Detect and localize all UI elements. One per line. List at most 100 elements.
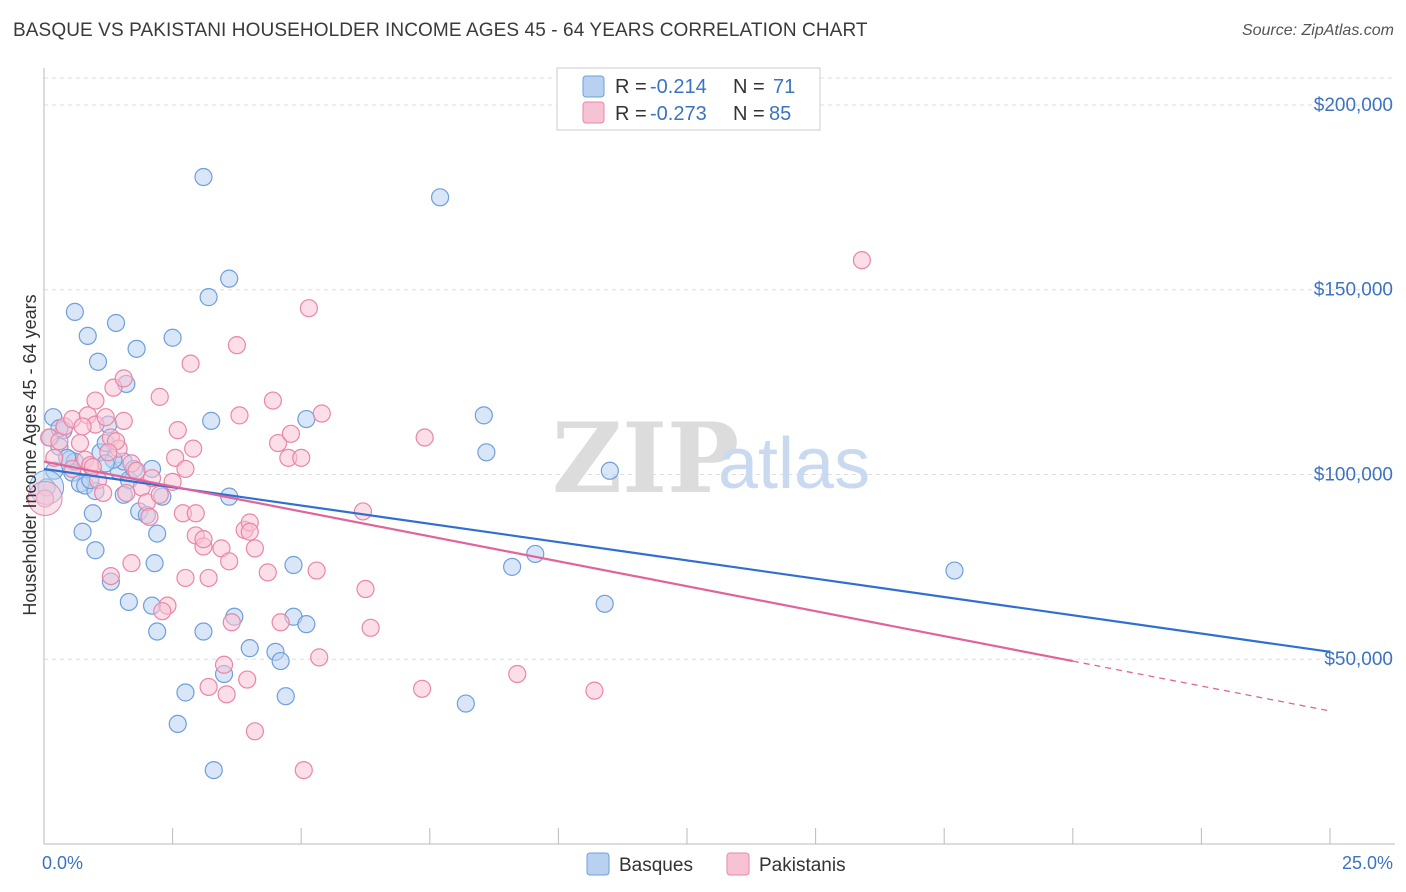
basque-point <box>119 592 138 612</box>
basque-point <box>477 443 496 462</box>
basque-point <box>194 622 213 641</box>
pakistani-point <box>176 568 195 588</box>
pakistani-point <box>281 424 301 443</box>
y-tick-label: $200,000 <box>1314 95 1393 116</box>
legend-r-value-1: -0.214 <box>650 76 707 98</box>
legend-swatch-basques <box>582 75 605 98</box>
pakistani-point <box>852 251 871 270</box>
pakistani-point <box>168 421 187 440</box>
pakistani-point <box>222 613 241 632</box>
bottom-legend-label-basques: Basques <box>619 855 693 876</box>
pakistani-point <box>508 664 527 684</box>
pakistani-point <box>153 602 172 621</box>
basque-point <box>600 461 619 480</box>
pakistani-point <box>114 369 133 388</box>
basque-point <box>204 760 223 780</box>
pakistani-point <box>150 485 169 504</box>
basque-point <box>202 411 221 430</box>
basque-point <box>503 557 522 576</box>
x-tick-label: 25.0% <box>1342 853 1393 873</box>
basque-point <box>276 687 295 706</box>
basque-point <box>595 594 614 613</box>
pakistani-point <box>181 354 200 373</box>
pakistanis-trend-line <box>43 460 1074 663</box>
y-axis-label: Householder Income Ages 45 - 64 years <box>20 294 40 615</box>
basque-point <box>78 326 97 346</box>
watermark-atlas: atlas <box>718 424 870 504</box>
basque-point <box>194 167 213 187</box>
basque-point <box>297 409 316 429</box>
basque-point <box>297 615 316 634</box>
legend-r-label-2: R = <box>615 103 647 125</box>
basque-point <box>430 188 450 207</box>
bottom-legend-swatch-pakistanis <box>726 852 750 876</box>
pakistani-point <box>227 336 246 355</box>
basque-point <box>106 313 126 333</box>
legend-n-label-1: N = <box>733 76 765 98</box>
pakistani-point <box>101 566 120 586</box>
legend-n-label-2: N = <box>733 103 765 125</box>
pakistani-point <box>96 408 115 427</box>
basque-point <box>176 683 195 702</box>
bottom-legend-swatch-basques <box>586 852 610 876</box>
pakistani-point <box>86 391 105 410</box>
basque-point <box>168 714 187 734</box>
y-tick-labels: $50,000 $100,000 $150,000 $200,000 <box>1314 95 1393 670</box>
pakistani-point <box>127 461 146 480</box>
pakistani-point <box>299 299 319 318</box>
legend-r-value-2: -0.273 <box>650 103 707 125</box>
basque-point <box>945 561 964 580</box>
watermark: ZIP atlas <box>552 402 870 515</box>
pakistani-point <box>310 648 329 667</box>
pakistani-point <box>122 554 141 573</box>
source-label: Source: ZipAtlas.com <box>1241 22 1394 39</box>
pakistani-point <box>117 483 136 503</box>
pakistani-point <box>245 722 265 741</box>
series-legend: Basques Pakistanis <box>586 852 846 876</box>
pakistani-point <box>361 618 380 637</box>
pakistani-point <box>166 448 185 467</box>
basque-point <box>86 541 105 560</box>
basque-point <box>88 352 108 371</box>
basque-point <box>284 555 303 575</box>
basque-point <box>127 339 146 358</box>
pakistani-point <box>94 483 113 503</box>
y-tick-label: $50,000 <box>1324 649 1393 670</box>
basque-point <box>73 522 92 541</box>
pakistani-point <box>199 568 218 588</box>
basque-point <box>199 288 218 307</box>
basque-point <box>220 269 239 288</box>
legend-swatch-pakistanis <box>582 101 605 124</box>
pakistani-point <box>214 655 234 674</box>
trend-lines <box>43 460 1331 712</box>
basque-point <box>271 651 290 671</box>
pakistani-point <box>307 561 326 580</box>
pakistani-point <box>245 539 265 558</box>
pakistani-point <box>150 387 169 406</box>
basque-point <box>83 504 102 523</box>
pakistani-point <box>70 433 90 453</box>
basque-point <box>474 406 493 425</box>
pakistani-point <box>240 522 259 541</box>
pakistani-point <box>194 530 213 549</box>
basque-point <box>240 639 259 658</box>
pakistani-point <box>176 459 195 479</box>
pakistani-point <box>217 685 236 704</box>
pakistani-point <box>415 428 434 447</box>
chart-title: BASQUE VS PAKISTANI HOUSEHOLDER INCOME A… <box>13 20 868 41</box>
basque-point <box>148 524 167 543</box>
pakistani-point <box>294 760 313 780</box>
pakistani-point <box>140 507 159 527</box>
pakistani-point <box>585 681 604 700</box>
bottom-legend-label-pakistanis: Pakistanis <box>759 855 846 876</box>
pakistani-point <box>292 448 311 467</box>
pakistani-point <box>220 552 239 571</box>
pakistani-point <box>186 504 205 523</box>
pakistani-point <box>73 417 92 436</box>
pakistani-point <box>258 563 277 582</box>
y-tick-label: $100,000 <box>1314 464 1393 485</box>
legend-n-value-1: 71 <box>773 76 795 98</box>
pakistani-point <box>356 579 375 599</box>
basque-point <box>456 694 475 713</box>
